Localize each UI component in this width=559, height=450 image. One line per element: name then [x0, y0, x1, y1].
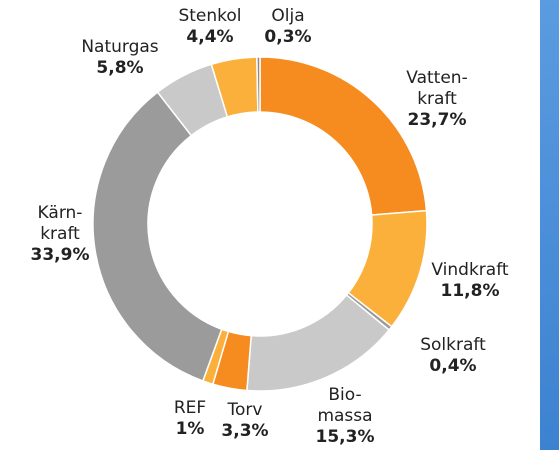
slice-label: Vindkraft 11,8% — [431, 260, 508, 302]
slice-label: Stenkol 4,4% — [178, 6, 241, 48]
donut-segment — [92, 91, 223, 382]
donut-segment — [256, 56, 261, 113]
side-strip — [540, 0, 559, 450]
category-name: Torv — [227, 400, 263, 420]
value-label: 33,9% — [30, 245, 90, 265]
category-name: Solkraft — [420, 335, 486, 355]
category-name: Vatten- kraft — [406, 68, 468, 109]
category-name: Olja — [271, 6, 305, 26]
value-label: 1% — [175, 419, 205, 439]
slice-label: Torv 3,3% — [221, 400, 268, 442]
slice-label: Bio- massa 15,3% — [316, 385, 375, 448]
value-label: 4,4% — [186, 27, 234, 47]
slice-label: REF 1% — [174, 398, 206, 440]
value-label: 5,8% — [96, 58, 144, 78]
value-label: 23,7% — [407, 110, 467, 130]
donut-segment — [259, 56, 428, 216]
category-name: Bio- massa — [317, 385, 373, 426]
value-label: 11,8% — [440, 281, 500, 301]
value-label: 15,3% — [315, 427, 375, 447]
category-name: Vindkraft — [431, 260, 509, 280]
slice-label: Kärn- kraft 33,9% — [31, 203, 90, 266]
value-label: 0,4% — [429, 356, 477, 376]
value-label: 3,3% — [221, 421, 269, 441]
slice-label: Olja 0,3% — [264, 6, 311, 48]
category-name: Stenkol — [178, 6, 242, 26]
category-name: Kärn- kraft — [37, 203, 83, 244]
slice-label: Naturgas 5,8% — [81, 37, 158, 79]
category-name: REF — [173, 398, 207, 418]
slice-label: Vatten- kraft 23,7% — [406, 68, 467, 131]
value-label: 0,3% — [264, 27, 312, 47]
category-name: Naturgas — [81, 37, 159, 57]
slice-label: Solkraft 0,4% — [420, 335, 486, 377]
